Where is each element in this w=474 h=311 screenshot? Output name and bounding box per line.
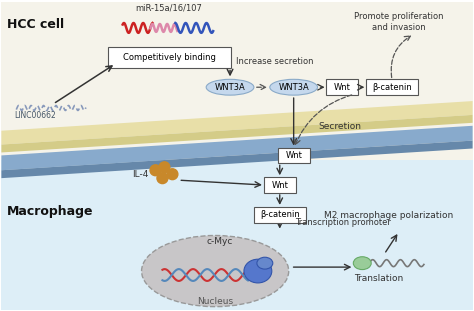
Text: Macrophage: Macrophage bbox=[8, 205, 94, 218]
FancyBboxPatch shape bbox=[254, 207, 306, 223]
Circle shape bbox=[157, 173, 168, 183]
Text: Transcription promoter: Transcription promoter bbox=[295, 218, 391, 227]
Polygon shape bbox=[1, 101, 473, 145]
Text: β-catenin: β-catenin bbox=[260, 210, 300, 219]
Text: miR-15a/16/107: miR-15a/16/107 bbox=[135, 3, 202, 12]
FancyBboxPatch shape bbox=[264, 177, 296, 193]
FancyBboxPatch shape bbox=[366, 79, 418, 95]
Text: Competitively binding: Competitively binding bbox=[123, 53, 216, 62]
Text: WNT3A: WNT3A bbox=[278, 83, 309, 92]
Ellipse shape bbox=[257, 257, 273, 269]
Text: LINC00662: LINC00662 bbox=[14, 111, 56, 120]
Ellipse shape bbox=[270, 79, 318, 95]
Text: M2 macrophage polarization: M2 macrophage polarization bbox=[325, 211, 454, 220]
Ellipse shape bbox=[353, 257, 371, 270]
Bar bbox=[1, 160, 473, 310]
FancyBboxPatch shape bbox=[108, 47, 231, 68]
Polygon shape bbox=[1, 126, 473, 170]
FancyBboxPatch shape bbox=[327, 79, 358, 95]
Text: Increase secretion: Increase secretion bbox=[236, 57, 313, 66]
Text: Nucleus: Nucleus bbox=[197, 297, 233, 306]
Text: Wnt: Wnt bbox=[285, 151, 302, 160]
Text: IL-4: IL-4 bbox=[132, 170, 148, 179]
Ellipse shape bbox=[244, 259, 272, 283]
Text: Translation: Translation bbox=[355, 274, 404, 283]
Text: Wnt: Wnt bbox=[334, 83, 351, 92]
Text: Secretion: Secretion bbox=[318, 122, 361, 131]
FancyBboxPatch shape bbox=[278, 147, 310, 163]
Circle shape bbox=[167, 169, 178, 180]
Text: WNT3A: WNT3A bbox=[215, 83, 246, 92]
Ellipse shape bbox=[206, 79, 254, 95]
Polygon shape bbox=[1, 115, 473, 152]
Circle shape bbox=[150, 165, 161, 176]
Circle shape bbox=[159, 162, 170, 173]
Text: c-Myc: c-Myc bbox=[207, 237, 233, 246]
Text: Wnt: Wnt bbox=[271, 181, 288, 190]
Text: HCC cell: HCC cell bbox=[8, 18, 64, 31]
Text: Promote proliferation
and invasion: Promote proliferation and invasion bbox=[354, 12, 444, 31]
Ellipse shape bbox=[142, 235, 289, 307]
Text: β-catenin: β-catenin bbox=[372, 83, 412, 92]
Polygon shape bbox=[1, 141, 473, 178]
